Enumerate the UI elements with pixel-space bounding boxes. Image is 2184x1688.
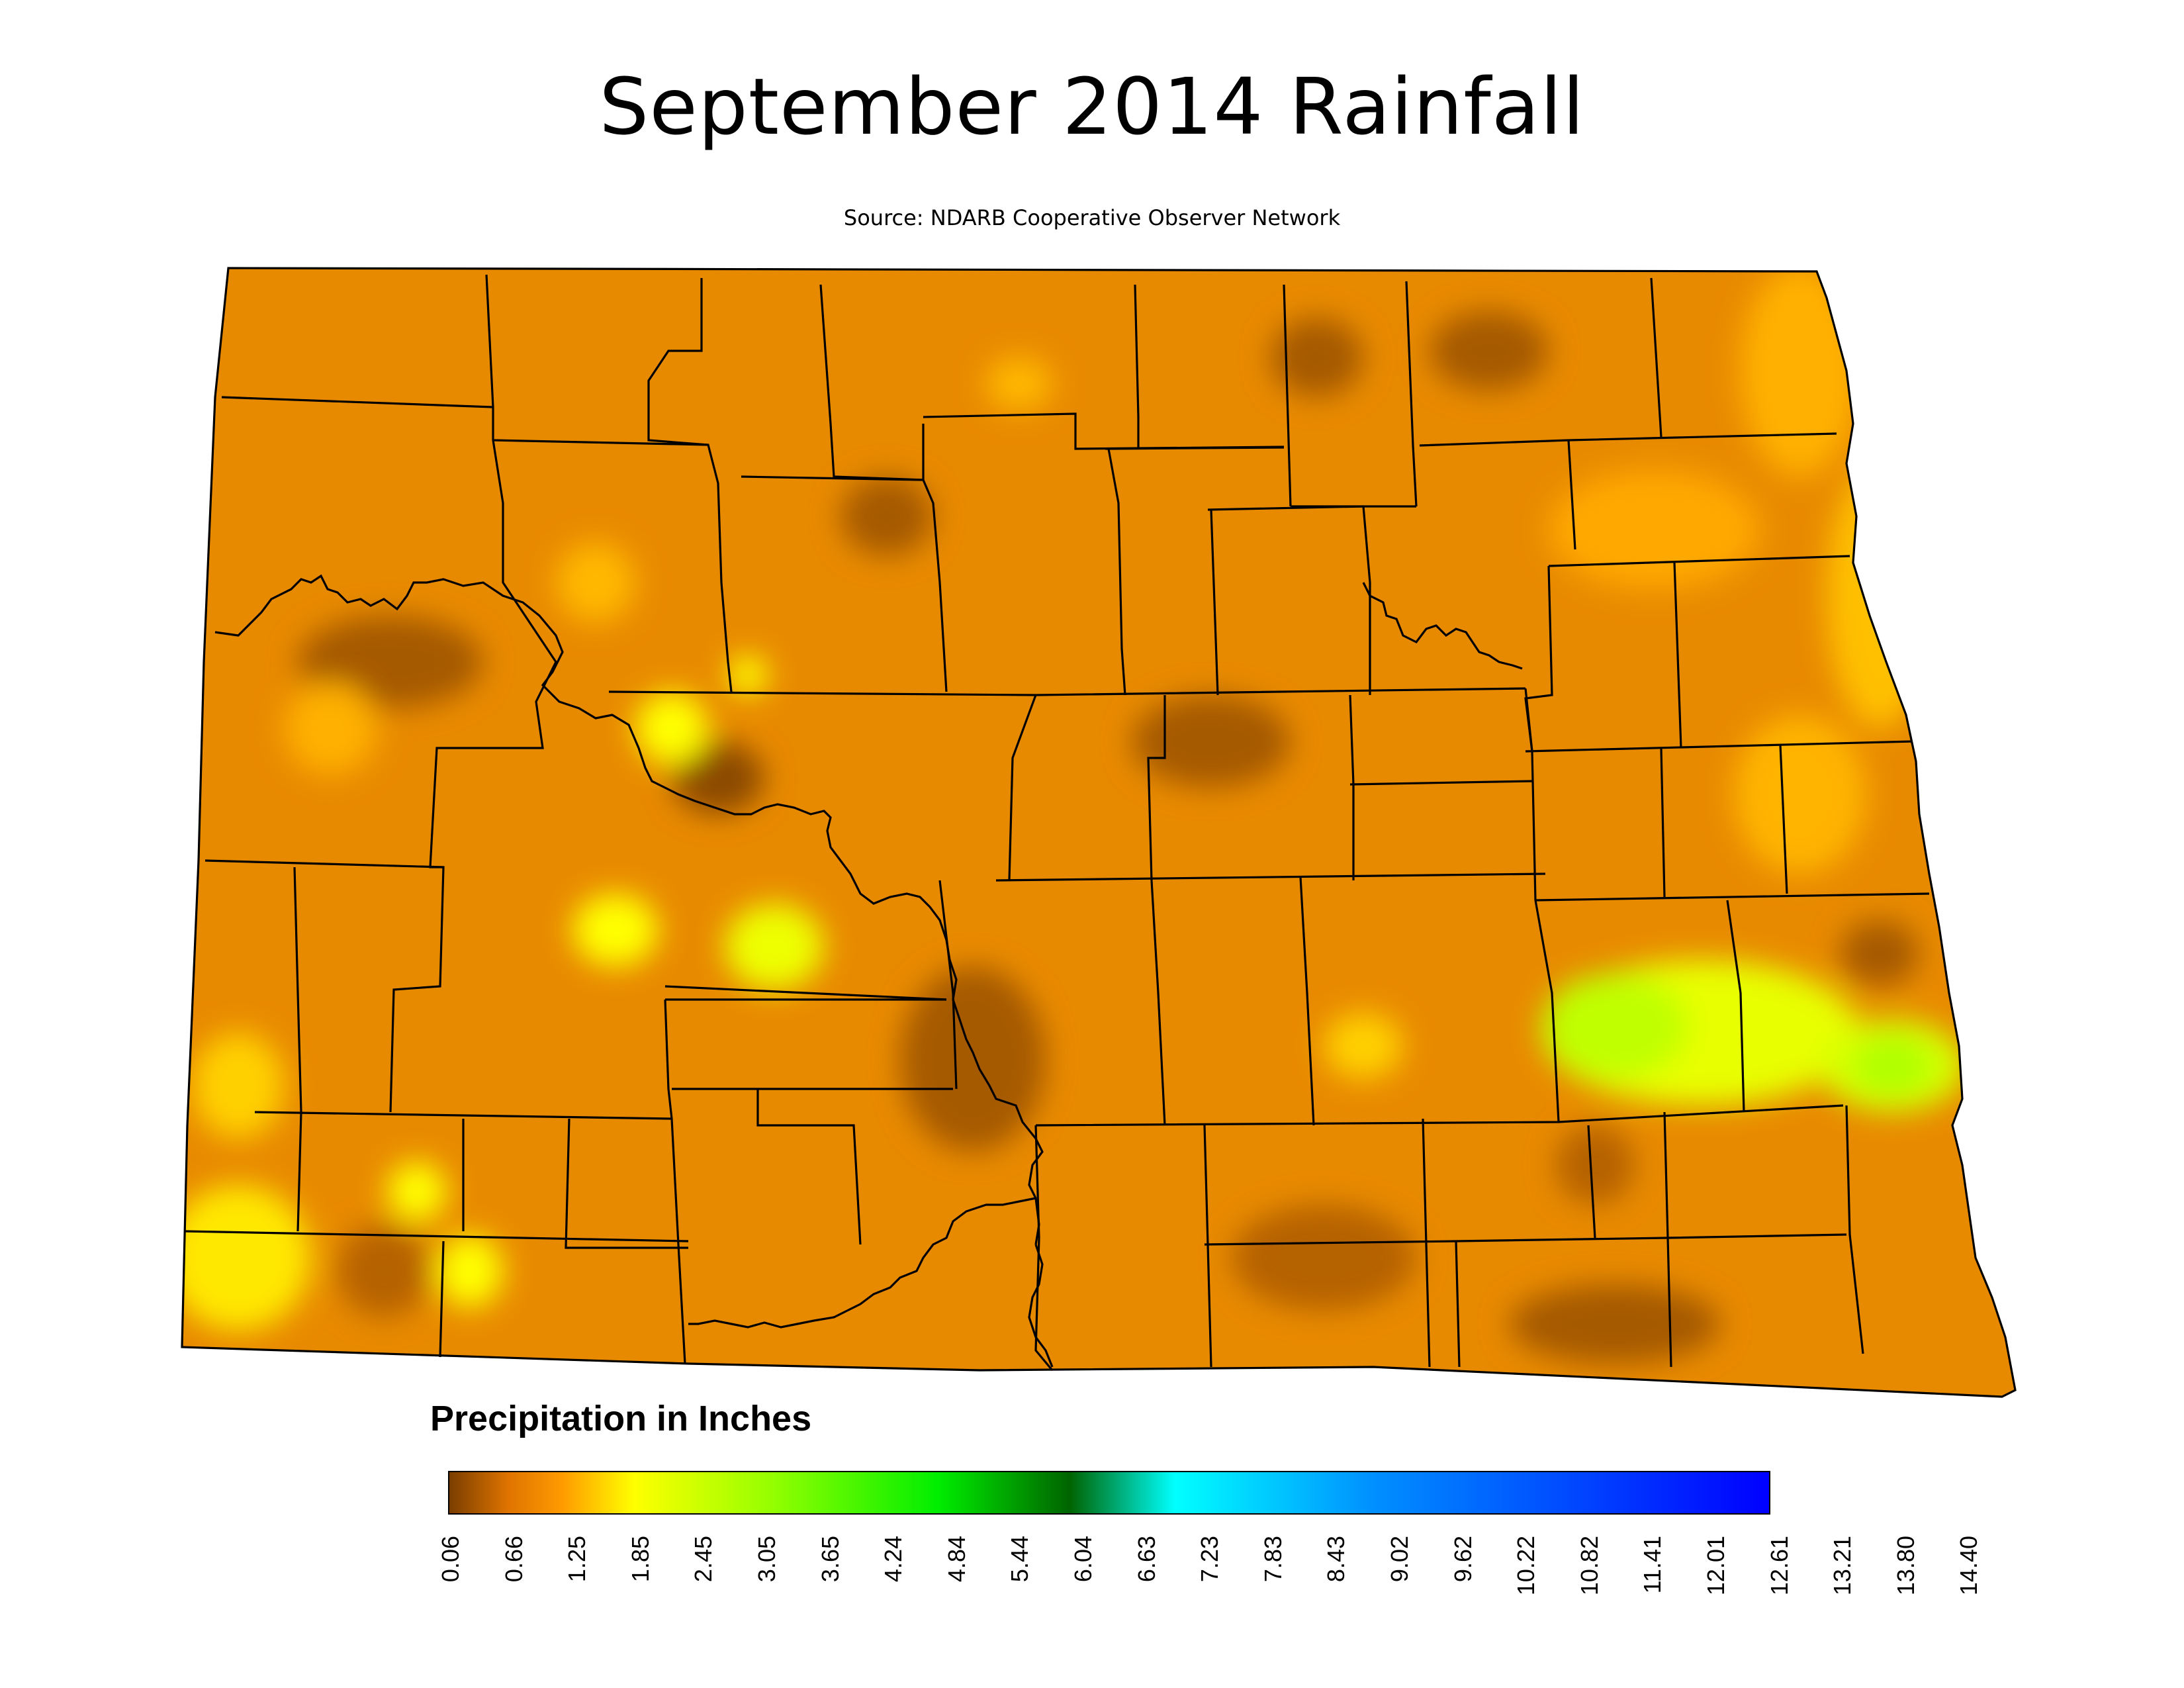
legend-tick-label: 7.23 (1196, 1536, 1224, 1583)
legend-tick-label: 6.04 (1069, 1536, 1097, 1583)
legend-tick-label: 12.01 (1702, 1536, 1729, 1596)
map-title: September 2014 Rainfall (599, 61, 1585, 152)
legend-tick-label: 1.25 (563, 1536, 591, 1583)
legend-tick-label: 4.84 (942, 1536, 970, 1583)
legend-tick-label: 13.80 (1891, 1536, 1919, 1596)
legend-tick-label: 12.61 (1765, 1536, 1793, 1596)
river-lines (214, 574, 1523, 1368)
legend-tick-label: 4.24 (880, 1536, 907, 1583)
legend-tick-label: 3.65 (816, 1536, 844, 1583)
legend-tick-label: 10.22 (1512, 1536, 1540, 1596)
legend-tick-label: 2.45 (690, 1536, 717, 1583)
legend-tick-label: 13.21 (1829, 1536, 1856, 1596)
legend-tick-label: 5.44 (1006, 1536, 1034, 1583)
rainfall-surface (182, 268, 2015, 1397)
legend-tick-label: 8.43 (1322, 1536, 1350, 1583)
legend-title: Precipitation in Inches (430, 1399, 812, 1438)
map-source: Source: NDARB Cooperative Observer Netwo… (843, 205, 1341, 230)
legend-tick-label: 10.82 (1575, 1536, 1603, 1596)
legend-tick-label: 9.62 (1449, 1536, 1477, 1583)
legend-tick-label: 0.66 (500, 1536, 527, 1583)
legend-tick-label: 1.85 (626, 1536, 654, 1583)
county-boundaries (181, 267, 2017, 1398)
legend-tick-label: 3.05 (753, 1536, 780, 1583)
legend-tick-label: 11.41 (1639, 1536, 1666, 1594)
legend-tick-label: 0.06 (437, 1536, 464, 1583)
legend-tick-label: 9.02 (1386, 1536, 1413, 1583)
legend-tick-label: 6.63 (1132, 1536, 1160, 1583)
legend-colorbar (448, 1471, 1770, 1515)
legend-tick-label: 7.83 (1259, 1536, 1287, 1583)
legend-tick-label: 14.40 (1955, 1536, 1983, 1596)
